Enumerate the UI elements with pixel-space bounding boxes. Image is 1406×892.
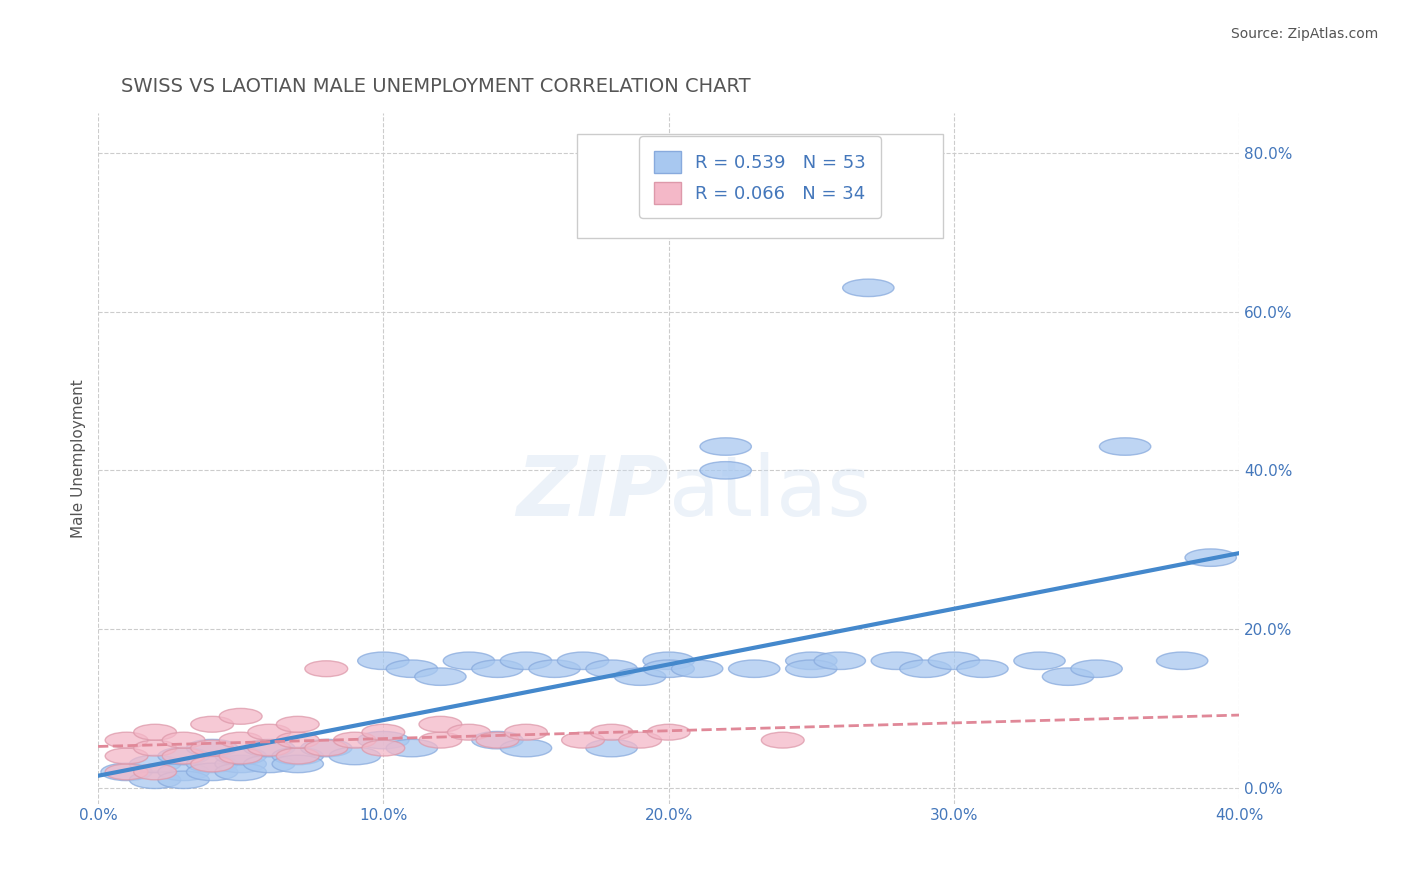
Ellipse shape bbox=[643, 660, 695, 677]
Ellipse shape bbox=[647, 724, 690, 740]
Ellipse shape bbox=[956, 660, 1008, 677]
Ellipse shape bbox=[591, 724, 633, 740]
Ellipse shape bbox=[472, 660, 523, 677]
Ellipse shape bbox=[872, 652, 922, 670]
Ellipse shape bbox=[187, 756, 238, 772]
Ellipse shape bbox=[728, 660, 780, 677]
Ellipse shape bbox=[157, 747, 209, 764]
Ellipse shape bbox=[277, 748, 319, 764]
Ellipse shape bbox=[191, 756, 233, 772]
Ellipse shape bbox=[191, 740, 233, 756]
Ellipse shape bbox=[277, 732, 319, 748]
Text: ZIP: ZIP bbox=[516, 452, 669, 533]
Ellipse shape bbox=[1099, 438, 1150, 455]
Ellipse shape bbox=[157, 771, 209, 789]
Ellipse shape bbox=[157, 764, 209, 780]
Ellipse shape bbox=[614, 668, 666, 685]
Ellipse shape bbox=[472, 731, 523, 749]
Ellipse shape bbox=[586, 660, 637, 677]
Ellipse shape bbox=[187, 764, 238, 780]
Ellipse shape bbox=[501, 739, 551, 756]
Ellipse shape bbox=[243, 739, 295, 756]
Ellipse shape bbox=[219, 748, 262, 764]
Ellipse shape bbox=[387, 660, 437, 677]
Ellipse shape bbox=[134, 740, 177, 756]
Ellipse shape bbox=[243, 756, 295, 772]
Ellipse shape bbox=[505, 724, 547, 740]
Ellipse shape bbox=[305, 661, 347, 677]
Ellipse shape bbox=[557, 652, 609, 670]
Ellipse shape bbox=[419, 716, 461, 732]
Ellipse shape bbox=[333, 732, 377, 748]
Ellipse shape bbox=[329, 747, 381, 764]
Ellipse shape bbox=[215, 747, 266, 764]
Ellipse shape bbox=[477, 732, 519, 748]
FancyBboxPatch shape bbox=[578, 134, 942, 237]
Ellipse shape bbox=[1185, 549, 1236, 566]
Ellipse shape bbox=[415, 668, 465, 685]
Ellipse shape bbox=[586, 739, 637, 756]
Ellipse shape bbox=[215, 756, 266, 772]
Ellipse shape bbox=[277, 716, 319, 732]
Ellipse shape bbox=[619, 732, 661, 748]
Ellipse shape bbox=[672, 660, 723, 677]
Ellipse shape bbox=[786, 652, 837, 670]
Ellipse shape bbox=[762, 732, 804, 748]
Ellipse shape bbox=[501, 652, 551, 670]
Ellipse shape bbox=[247, 724, 291, 740]
Ellipse shape bbox=[305, 740, 347, 756]
Text: atlas: atlas bbox=[669, 452, 870, 533]
Ellipse shape bbox=[247, 740, 291, 756]
Ellipse shape bbox=[561, 732, 605, 748]
Ellipse shape bbox=[215, 764, 266, 780]
Ellipse shape bbox=[529, 660, 581, 677]
Ellipse shape bbox=[105, 764, 148, 780]
Ellipse shape bbox=[1071, 660, 1122, 677]
Ellipse shape bbox=[219, 708, 262, 724]
Ellipse shape bbox=[301, 739, 352, 756]
Ellipse shape bbox=[361, 724, 405, 740]
Legend: R = 0.539   N = 53, R = 0.066   N = 34: R = 0.539 N = 53, R = 0.066 N = 34 bbox=[640, 136, 880, 218]
Ellipse shape bbox=[105, 732, 148, 748]
Ellipse shape bbox=[700, 438, 751, 455]
Ellipse shape bbox=[900, 660, 950, 677]
Text: SWISS VS LAOTIAN MALE UNEMPLOYMENT CORRELATION CHART: SWISS VS LAOTIAN MALE UNEMPLOYMENT CORRE… bbox=[121, 78, 751, 96]
Ellipse shape bbox=[129, 771, 181, 789]
Text: Source: ZipAtlas.com: Source: ZipAtlas.com bbox=[1230, 27, 1378, 41]
Ellipse shape bbox=[814, 652, 866, 670]
Y-axis label: Male Unemployment: Male Unemployment bbox=[72, 379, 86, 538]
Ellipse shape bbox=[1014, 652, 1066, 670]
Ellipse shape bbox=[134, 764, 177, 780]
Ellipse shape bbox=[387, 739, 437, 756]
Ellipse shape bbox=[105, 748, 148, 764]
Ellipse shape bbox=[443, 652, 495, 670]
Ellipse shape bbox=[273, 756, 323, 772]
Ellipse shape bbox=[162, 748, 205, 764]
Ellipse shape bbox=[101, 764, 152, 780]
Ellipse shape bbox=[219, 732, 262, 748]
Ellipse shape bbox=[842, 279, 894, 296]
Ellipse shape bbox=[786, 660, 837, 677]
Ellipse shape bbox=[643, 652, 695, 670]
Ellipse shape bbox=[1157, 652, 1208, 670]
Ellipse shape bbox=[361, 740, 405, 756]
Ellipse shape bbox=[1042, 668, 1094, 685]
Ellipse shape bbox=[357, 731, 409, 749]
Ellipse shape bbox=[187, 739, 238, 756]
Ellipse shape bbox=[700, 462, 751, 479]
Ellipse shape bbox=[162, 732, 205, 748]
Ellipse shape bbox=[447, 724, 491, 740]
Ellipse shape bbox=[191, 716, 233, 732]
Ellipse shape bbox=[134, 724, 177, 740]
Ellipse shape bbox=[419, 732, 461, 748]
Ellipse shape bbox=[928, 652, 980, 670]
Ellipse shape bbox=[129, 756, 181, 772]
Ellipse shape bbox=[273, 747, 323, 764]
Ellipse shape bbox=[357, 652, 409, 670]
